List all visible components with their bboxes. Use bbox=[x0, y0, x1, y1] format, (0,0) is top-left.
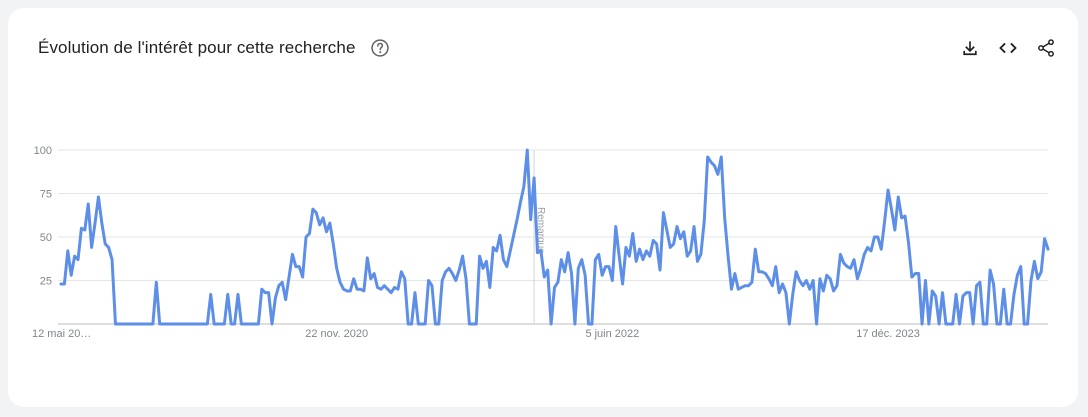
help-circle-glyph bbox=[370, 39, 389, 57]
x-tick-label: 17 déc. 2023 bbox=[856, 328, 920, 340]
download-button[interactable] bbox=[958, 36, 982, 60]
y-tick-label: 100 bbox=[34, 145, 52, 157]
chart-series bbox=[59, 148, 1050, 326]
y-tick-label: 75 bbox=[40, 189, 52, 201]
y-axis-labels: 25 50 75 100 bbox=[34, 145, 52, 288]
chart-actions bbox=[958, 36, 1058, 60]
x-tick-label: 12 mai 20… bbox=[32, 328, 91, 340]
share-button[interactable] bbox=[1034, 36, 1058, 60]
card-title: Évolution de l'intérêt pour cette recher… bbox=[38, 38, 356, 57]
x-tick-label: 22 nov. 2020 bbox=[305, 328, 368, 340]
annotation-label[interactable]: Remarque bbox=[535, 207, 546, 254]
download-icon bbox=[963, 41, 977, 56]
y-tick-label: 25 bbox=[40, 276, 52, 288]
y-tick-label: 50 bbox=[40, 232, 52, 244]
code-icon bbox=[999, 42, 1017, 54]
series-line[interactable] bbox=[59, 148, 1050, 326]
help-circle-icon[interactable] bbox=[370, 38, 390, 58]
card-header: Évolution de l'intérêt pour cette recher… bbox=[38, 38, 390, 58]
x-tick-label: 5 juin 2022 bbox=[585, 328, 639, 340]
embed-button[interactable] bbox=[996, 36, 1020, 60]
x-axis-labels: 12 mai 20… 22 nov. 2020 5 juin 2022 17 déc.… bbox=[32, 328, 920, 340]
share-icon bbox=[1038, 39, 1054, 57]
